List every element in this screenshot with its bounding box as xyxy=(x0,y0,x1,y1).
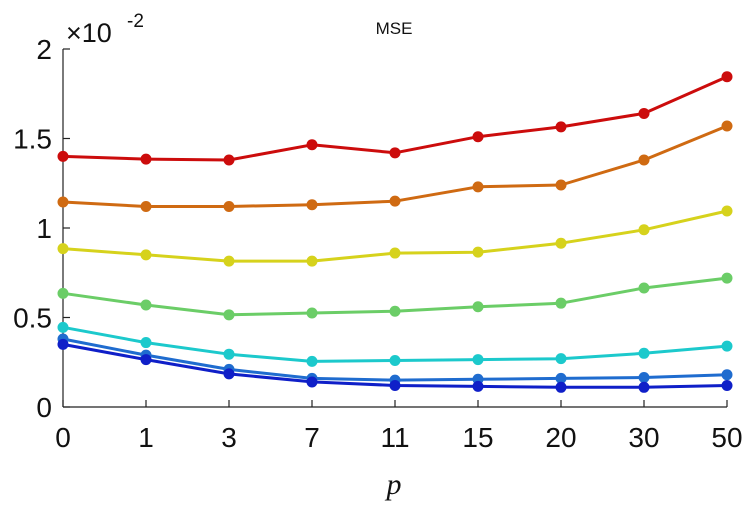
y-tick-label: 2 xyxy=(36,34,52,65)
data-point xyxy=(638,347,650,359)
data-point xyxy=(721,369,733,381)
ticks: 00.511.520 1 3 7 11 15 20 30 50 xyxy=(13,34,743,453)
data-point xyxy=(555,297,567,309)
y-tick-label: 1.5 xyxy=(13,124,52,155)
data-point xyxy=(638,371,650,383)
data-point xyxy=(472,246,484,258)
x-tick-label: 15 xyxy=(462,422,493,453)
data-point xyxy=(389,380,401,392)
y-scale-exponent: ×10 -2 xyxy=(66,11,144,48)
data-point xyxy=(721,205,733,217)
x-tick-label: 11 xyxy=(380,422,409,453)
data-point xyxy=(306,355,318,367)
data-point xyxy=(472,380,484,392)
series-line xyxy=(62,124,728,208)
data-point xyxy=(472,181,484,193)
y-tick-label: 0.5 xyxy=(13,303,52,334)
x-tick-label: 50 xyxy=(711,422,742,453)
x-tick-label: 1 xyxy=(138,422,154,453)
y-scale-base: ×10 xyxy=(66,18,112,48)
data-point xyxy=(389,354,401,366)
data-point xyxy=(721,120,733,132)
data-point xyxy=(57,196,69,208)
data-point xyxy=(140,153,152,165)
data-series xyxy=(57,71,733,393)
y-scale-power: -2 xyxy=(127,11,144,32)
x-tick-label: 0 xyxy=(55,422,71,453)
data-point xyxy=(57,338,69,350)
data-point xyxy=(555,121,567,133)
data-point xyxy=(638,107,650,119)
series-3 xyxy=(57,205,733,267)
y-tick-label: 1 xyxy=(36,213,52,244)
data-point xyxy=(223,154,235,166)
data-point xyxy=(57,243,69,255)
data-point xyxy=(306,376,318,388)
data-point xyxy=(472,301,484,313)
data-point xyxy=(472,131,484,143)
data-point xyxy=(472,354,484,366)
data-point xyxy=(306,307,318,319)
x-tick-label: 3 xyxy=(221,422,237,453)
x-axis-label: p xyxy=(385,468,402,501)
series-2 xyxy=(57,120,733,213)
data-point xyxy=(555,353,567,365)
series-4 xyxy=(57,272,733,321)
data-point xyxy=(721,380,733,392)
data-point xyxy=(140,249,152,261)
data-point xyxy=(721,340,733,352)
x-tick-label: 20 xyxy=(545,422,576,453)
data-point xyxy=(638,224,650,236)
data-point xyxy=(638,154,650,166)
data-point xyxy=(638,381,650,393)
data-point xyxy=(223,255,235,267)
data-point xyxy=(389,195,401,207)
data-point xyxy=(389,247,401,259)
data-point xyxy=(555,237,567,249)
data-point xyxy=(57,150,69,162)
data-point xyxy=(721,272,733,284)
x-tick-label: 7 xyxy=(304,422,320,453)
data-point xyxy=(389,147,401,159)
data-point xyxy=(223,201,235,213)
data-point xyxy=(721,71,733,83)
series-1 xyxy=(57,71,733,166)
data-point xyxy=(140,354,152,366)
data-point xyxy=(57,321,69,333)
data-point xyxy=(306,139,318,151)
data-point xyxy=(140,299,152,311)
y-tick-label: 0 xyxy=(36,392,52,423)
data-point xyxy=(57,287,69,299)
data-point xyxy=(638,282,650,294)
x-tick-label: 30 xyxy=(628,422,659,453)
data-point xyxy=(223,309,235,321)
data-point xyxy=(555,179,567,191)
data-point xyxy=(555,372,567,384)
data-point xyxy=(306,255,318,267)
chart-title: MSE xyxy=(376,19,413,38)
data-point xyxy=(389,305,401,317)
data-point xyxy=(140,337,152,349)
series-7 xyxy=(57,338,733,393)
series-5 xyxy=(57,321,733,367)
data-point xyxy=(223,348,235,360)
data-point xyxy=(140,201,152,213)
data-point xyxy=(555,381,567,393)
data-point xyxy=(223,368,235,380)
data-point xyxy=(306,199,318,211)
